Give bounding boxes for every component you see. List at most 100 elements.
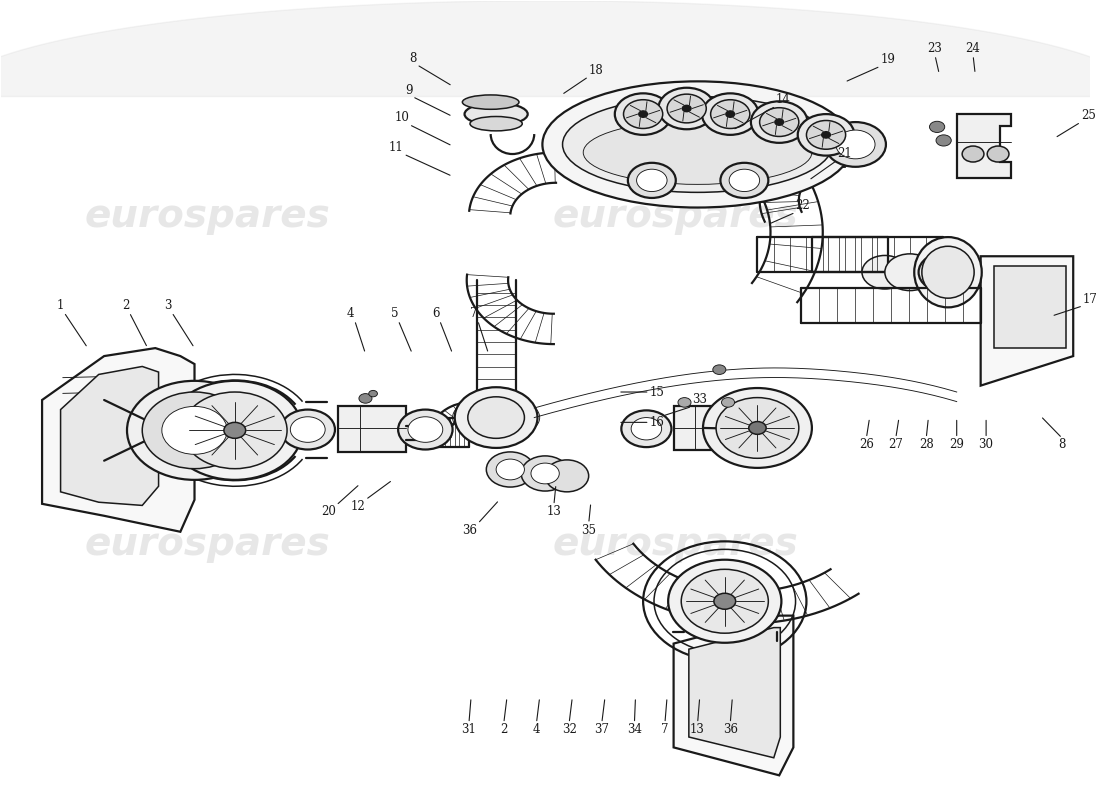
Circle shape	[454, 387, 538, 448]
Circle shape	[836, 130, 874, 159]
Circle shape	[546, 460, 589, 492]
Text: 27: 27	[889, 438, 903, 451]
Text: 24: 24	[966, 42, 980, 55]
Text: 19: 19	[880, 53, 895, 66]
Circle shape	[224, 422, 245, 438]
Text: 20: 20	[321, 506, 337, 518]
Text: 8: 8	[1058, 438, 1066, 451]
Text: 25: 25	[1081, 109, 1096, 122]
Text: 15: 15	[650, 386, 664, 398]
Text: 14: 14	[776, 93, 791, 106]
Circle shape	[167, 381, 302, 480]
Circle shape	[760, 108, 799, 137]
Circle shape	[162, 406, 228, 454]
Ellipse shape	[542, 82, 852, 207]
Text: eurospares: eurospares	[85, 198, 330, 235]
Circle shape	[486, 452, 535, 487]
Polygon shape	[42, 348, 195, 532]
Text: 2: 2	[500, 723, 507, 737]
Circle shape	[918, 252, 974, 292]
Text: 7: 7	[661, 723, 669, 737]
Ellipse shape	[583, 121, 812, 184]
Text: 26: 26	[859, 438, 873, 451]
Circle shape	[668, 560, 781, 642]
Polygon shape	[673, 616, 793, 775]
Circle shape	[368, 390, 377, 397]
Circle shape	[398, 410, 452, 450]
Circle shape	[713, 365, 726, 374]
Circle shape	[667, 94, 706, 123]
Circle shape	[615, 94, 671, 135]
Ellipse shape	[914, 237, 981, 307]
Text: 1: 1	[56, 299, 64, 312]
Circle shape	[678, 398, 691, 407]
Text: eurospares: eurospares	[553, 198, 799, 235]
Text: 36: 36	[723, 723, 738, 737]
Circle shape	[359, 394, 372, 403]
Text: 16: 16	[650, 416, 664, 429]
Circle shape	[408, 417, 443, 442]
Text: eurospares: eurospares	[85, 525, 330, 562]
Text: 9: 9	[405, 83, 412, 97]
Circle shape	[624, 100, 662, 129]
Circle shape	[936, 135, 952, 146]
Circle shape	[496, 459, 525, 480]
Text: 13: 13	[690, 723, 705, 737]
Circle shape	[987, 146, 1009, 162]
Circle shape	[183, 392, 287, 469]
Text: 36: 36	[463, 524, 477, 537]
Text: 28: 28	[918, 438, 934, 451]
Text: 6: 6	[432, 307, 440, 320]
Text: 10: 10	[394, 111, 409, 125]
Circle shape	[729, 170, 760, 191]
Circle shape	[806, 121, 846, 150]
Bar	[338, 406, 406, 452]
Text: 31: 31	[462, 723, 476, 737]
Circle shape	[716, 398, 799, 458]
Polygon shape	[993, 266, 1066, 348]
Text: 3: 3	[164, 299, 172, 312]
Circle shape	[290, 417, 326, 442]
Polygon shape	[981, 256, 1074, 386]
Circle shape	[884, 254, 935, 290]
Text: 7: 7	[470, 307, 477, 320]
Text: eurospares: eurospares	[553, 525, 799, 562]
Text: 4: 4	[348, 307, 354, 320]
Circle shape	[659, 88, 715, 130]
Circle shape	[720, 163, 768, 198]
Polygon shape	[60, 366, 158, 506]
Circle shape	[962, 146, 983, 162]
Text: 12: 12	[351, 500, 365, 513]
Circle shape	[621, 410, 671, 447]
Circle shape	[280, 410, 336, 450]
Text: 11: 11	[388, 141, 404, 154]
Circle shape	[681, 570, 768, 633]
Polygon shape	[957, 114, 1011, 178]
Circle shape	[825, 122, 886, 167]
Polygon shape	[689, 628, 780, 758]
Circle shape	[126, 381, 262, 480]
Circle shape	[774, 119, 783, 126]
Text: 37: 37	[594, 723, 609, 737]
Ellipse shape	[462, 95, 519, 110]
Circle shape	[637, 170, 667, 191]
Circle shape	[711, 100, 750, 129]
Text: 4: 4	[532, 723, 540, 737]
Circle shape	[702, 94, 759, 135]
Text: 23: 23	[927, 42, 943, 55]
Circle shape	[822, 132, 830, 138]
Ellipse shape	[562, 97, 833, 192]
Circle shape	[703, 388, 812, 468]
Bar	[673, 406, 739, 450]
Text: 32: 32	[562, 723, 576, 737]
Circle shape	[798, 114, 855, 156]
Circle shape	[142, 392, 246, 469]
Circle shape	[862, 255, 907, 289]
Ellipse shape	[470, 117, 522, 131]
Text: 5: 5	[390, 307, 398, 320]
Text: 29: 29	[949, 438, 964, 451]
Text: 2: 2	[122, 299, 129, 312]
Text: 21: 21	[837, 147, 851, 161]
Circle shape	[726, 111, 735, 118]
Circle shape	[631, 418, 661, 440]
